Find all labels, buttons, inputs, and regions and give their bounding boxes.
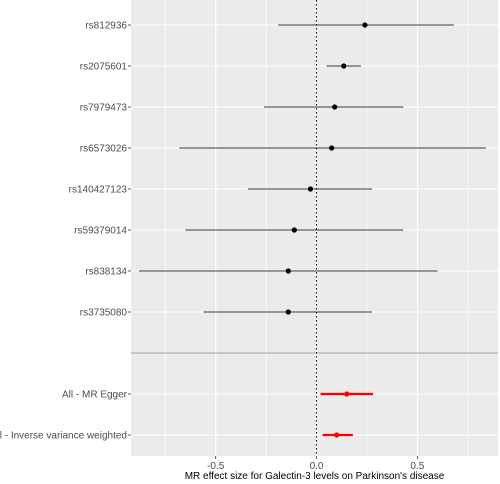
y-tick-label: rs3735080 [80, 308, 128, 319]
summary-estimate-point [344, 391, 350, 397]
snp-estimate-point [362, 22, 368, 28]
y-tick-label: rs812936 [85, 21, 127, 32]
y-tick-label: rs6573026 [80, 144, 128, 155]
y-tick-label: rs7979473 [80, 103, 128, 114]
y-axis-labels: rs812936 rs2075601 rs7979473 rs6573026 rs140… [0, 21, 131, 442]
x-tick-label: -0.5 [207, 461, 225, 472]
y-tick-label: rs59379014 [74, 226, 127, 237]
y-tick-label: rs2075601 [80, 62, 128, 73]
snp-estimate-point [307, 186, 314, 192]
y-tick-label: rs838134 [85, 267, 127, 278]
x-axis: -0.5 0.0 0.5 [207, 456, 425, 472]
y-tick-label: All - MR Egger [62, 390, 128, 401]
snp-estimate-point [341, 63, 347, 69]
x-tick-label: 0.0 [310, 461, 324, 472]
snp-estimate-point [285, 268, 291, 274]
panel-background [131, 0, 498, 456]
snp-estimate-point [285, 309, 291, 315]
y-tick-label: All - Inverse variance weighted [0, 431, 127, 442]
snp-estimate-point [332, 104, 338, 110]
snp-estimate-point [329, 145, 335, 151]
x-axis-title: MR effect size for Galectin-3 levels on … [185, 471, 445, 482]
estimates-layer [139, 22, 486, 438]
y-tick-label: rs140427123 [69, 185, 128, 196]
snp-estimate-point [291, 227, 297, 233]
x-tick-label: 0.5 [410, 461, 424, 472]
summary-estimate-point [334, 432, 340, 438]
